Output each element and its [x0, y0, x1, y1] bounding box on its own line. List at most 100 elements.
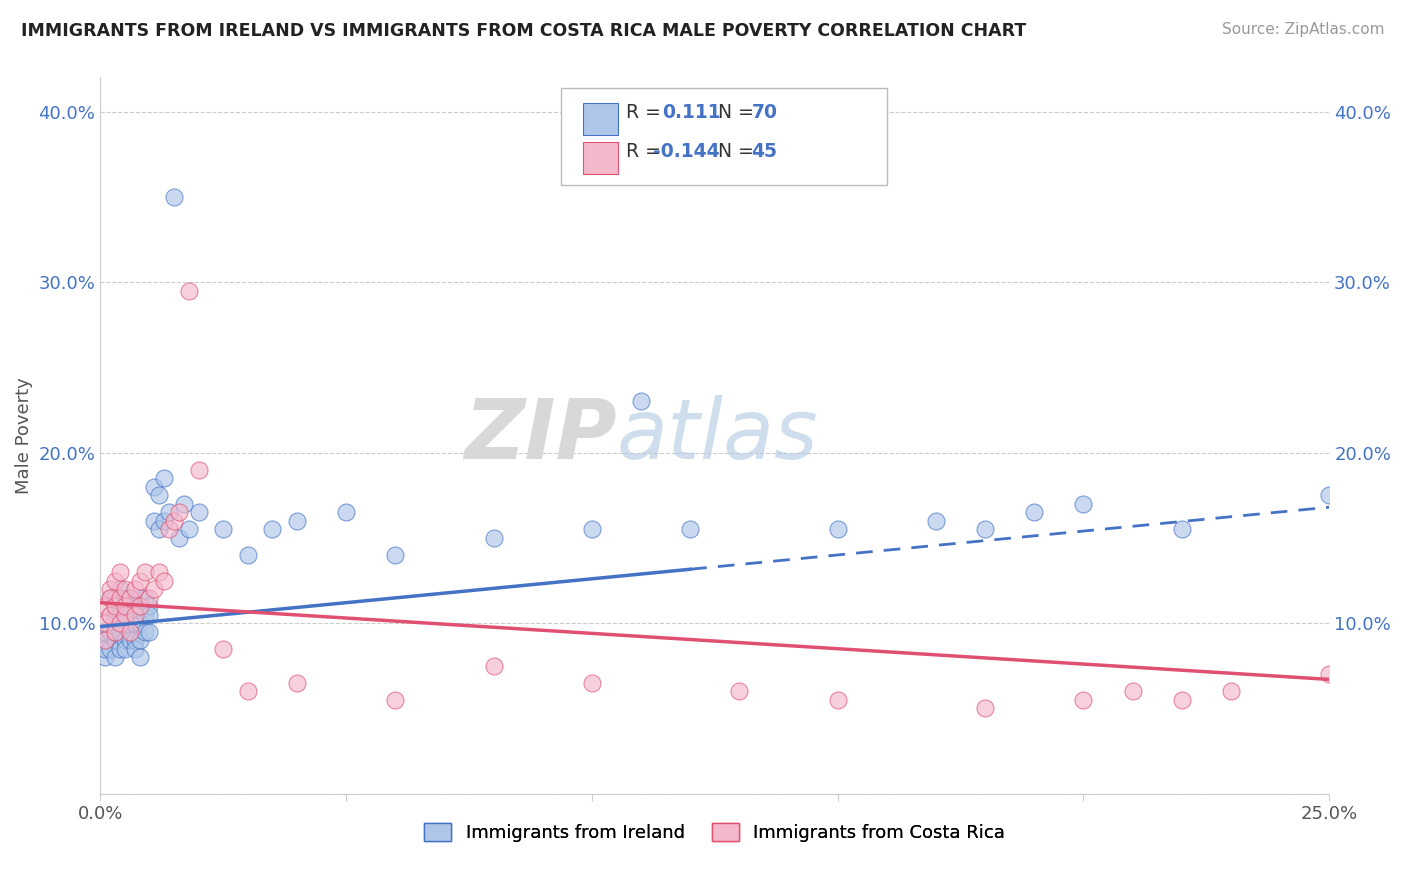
Point	[128, 633, 150, 648]
Point	[173, 497, 195, 511]
Point	[128, 616, 150, 631]
Point	[384, 693, 406, 707]
Point	[98, 591, 121, 605]
Point	[262, 522, 284, 536]
Point	[118, 624, 141, 639]
Point	[108, 599, 131, 613]
Point	[143, 582, 166, 596]
Text: R =: R =	[626, 142, 668, 161]
Point	[1219, 684, 1241, 698]
Point	[1024, 505, 1046, 519]
Point	[384, 548, 406, 562]
Point	[128, 599, 150, 613]
Point	[236, 548, 259, 562]
Point	[98, 641, 121, 656]
Point	[148, 488, 170, 502]
Point	[167, 505, 190, 519]
Point	[108, 641, 131, 656]
Point	[148, 565, 170, 579]
Point	[108, 616, 131, 631]
Text: -0.144: -0.144	[654, 142, 720, 161]
Point	[157, 505, 180, 519]
Point	[118, 591, 141, 605]
Point	[108, 616, 131, 631]
Text: 70: 70	[752, 103, 778, 121]
Text: N =: N =	[718, 142, 761, 161]
Point	[108, 624, 131, 639]
Point	[482, 531, 505, 545]
Point	[1317, 667, 1340, 681]
Point	[104, 624, 127, 639]
Point	[114, 599, 136, 613]
Point	[212, 522, 235, 536]
Point	[138, 607, 160, 622]
Point	[134, 607, 156, 622]
Point	[124, 602, 146, 616]
FancyBboxPatch shape	[561, 88, 887, 185]
Point	[1122, 684, 1144, 698]
Point	[163, 514, 186, 528]
Point	[98, 582, 121, 596]
Point	[1171, 693, 1194, 707]
Point	[153, 574, 176, 588]
Point	[630, 394, 652, 409]
Point	[143, 514, 166, 528]
Y-axis label: Male Poverty: Male Poverty	[15, 377, 32, 494]
Point	[118, 599, 141, 613]
Point	[827, 693, 849, 707]
Point	[124, 641, 146, 656]
Point	[118, 624, 141, 639]
Text: ZIP: ZIP	[464, 395, 616, 476]
Point	[114, 616, 136, 631]
Point	[134, 624, 156, 639]
Point	[114, 607, 136, 622]
Point	[114, 591, 136, 605]
Point	[104, 599, 127, 613]
Point	[114, 641, 136, 656]
Point	[728, 684, 751, 698]
Point	[124, 616, 146, 631]
Point	[177, 522, 200, 536]
Point	[124, 633, 146, 648]
Point	[104, 624, 127, 639]
Point	[148, 522, 170, 536]
Legend: Immigrants from Ireland, Immigrants from Costa Rica: Immigrants from Ireland, Immigrants from…	[418, 815, 1012, 849]
Point	[138, 624, 160, 639]
Point	[138, 599, 160, 613]
Point	[114, 582, 136, 596]
Point	[153, 514, 176, 528]
Point	[153, 471, 176, 485]
Point	[94, 633, 117, 648]
Point	[285, 514, 308, 528]
Point	[104, 591, 127, 605]
Point	[94, 633, 117, 648]
Point	[104, 650, 127, 665]
Point	[98, 607, 121, 622]
Text: 45: 45	[752, 142, 778, 161]
Point	[1073, 693, 1095, 707]
Point	[187, 505, 209, 519]
Point	[128, 650, 150, 665]
Point	[163, 190, 186, 204]
Point	[827, 522, 849, 536]
Point	[482, 658, 505, 673]
Point	[94, 599, 117, 613]
Point	[212, 641, 235, 656]
Point	[177, 284, 200, 298]
Point	[124, 582, 146, 596]
Point	[94, 650, 117, 665]
Point	[128, 574, 150, 588]
Text: N =: N =	[718, 103, 761, 121]
Point	[94, 616, 117, 631]
Text: Source: ZipAtlas.com: Source: ZipAtlas.com	[1222, 22, 1385, 37]
Point	[581, 676, 603, 690]
Point	[134, 591, 156, 605]
Point	[236, 684, 259, 698]
Point	[128, 591, 150, 605]
Point	[118, 633, 141, 648]
Point	[581, 522, 603, 536]
Point	[925, 514, 948, 528]
Point	[138, 591, 160, 605]
Point	[114, 607, 136, 622]
Text: R =: R =	[626, 103, 668, 121]
